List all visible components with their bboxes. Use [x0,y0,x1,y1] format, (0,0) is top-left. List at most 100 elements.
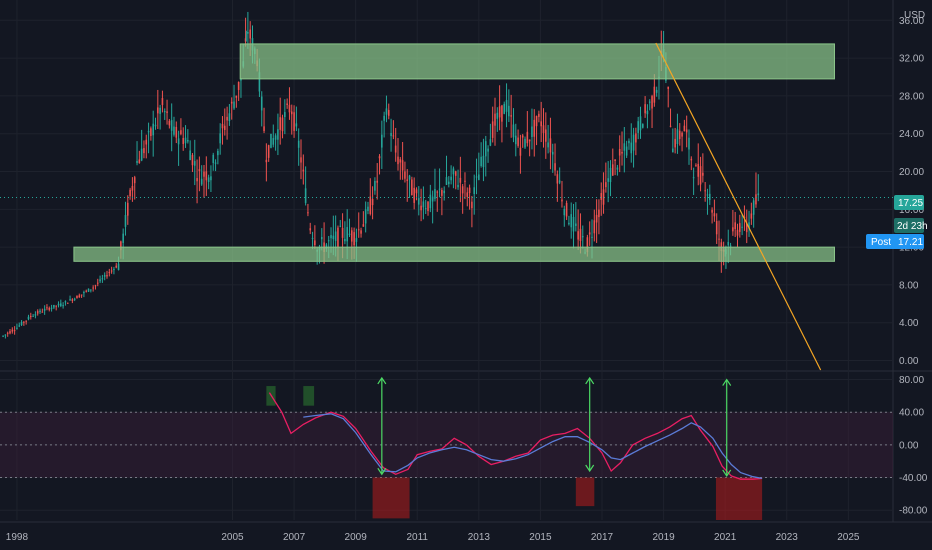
candle-body [166,111,168,113]
osc-arrow-head-up [585,376,595,385]
candle-body [413,187,415,203]
candle-body [60,303,62,306]
candle-body [371,199,374,206]
candle-body [614,159,616,161]
osc-tick-label: -40.00 [899,473,928,484]
candle-body [106,275,108,277]
price-overlays [0,42,893,371]
candle-body [43,308,46,311]
candle-body [482,155,485,168]
candle-body [695,165,697,167]
candle-body [223,125,226,130]
countdown-tag [894,218,924,233]
candle-body [108,272,111,274]
candle-body [330,235,332,239]
last-price-tag [894,195,924,210]
candle-body [676,129,679,144]
time-tick-label: 2015 [529,532,552,543]
candle-body [452,168,455,175]
candle-body [115,265,118,268]
candle-body [69,299,71,301]
candle-body [320,237,323,240]
candle-body [196,178,198,182]
candle-body [170,120,173,131]
candle-body [503,103,506,114]
candle-body [505,100,508,112]
candle-body [512,124,515,138]
candle-body [533,119,536,137]
candle-body [558,180,561,183]
candle-body [311,237,314,239]
candle-body [314,240,316,246]
candle-body [683,125,686,132]
candle-body [207,177,210,182]
osc-tick-label: 40.00 [899,408,924,419]
candle-body [623,143,626,151]
candle-body [80,294,83,296]
candle-body [526,131,529,144]
candle-body [600,193,603,200]
candle-body [501,105,503,122]
candle-body [378,156,381,159]
candle-body [713,213,716,217]
candle-body [598,209,600,218]
countdown-value: 2d 23h [897,221,928,232]
candle-body [489,139,492,146]
candle-body [129,189,131,197]
candle-body [487,148,489,152]
candle-body [367,206,369,211]
candle-body [581,236,584,238]
candle-body [133,177,136,184]
candle-body [678,130,681,139]
candle-body [729,245,732,247]
candle-body [609,167,612,183]
candle-body [605,182,607,188]
candle-body [540,121,542,127]
candle-body [87,288,90,292]
candle-body [434,188,436,199]
price-tick-label: 32.00 [899,54,924,65]
candle-body [351,230,353,242]
candle-body [103,275,106,277]
candle-body [247,31,249,34]
candle-body [27,316,30,320]
time-tick-label: 2023 [776,532,799,543]
candle-body [265,159,268,163]
candle-body [184,137,187,144]
osc-tick-label: 0.00 [899,440,919,451]
candle-body [431,196,434,202]
candle-body [644,104,646,114]
candle-body [57,303,60,306]
candle-body [212,154,215,163]
candle-body [438,188,441,190]
candle-body [588,232,591,235]
candle-body [484,141,487,157]
candle-body [591,236,593,238]
candle-body [429,194,432,209]
candle-body [390,132,392,137]
candle-body [406,179,409,181]
candle-body [258,72,261,92]
candle-body [466,192,469,197]
candle-body [478,174,480,180]
price-tick-label: 20.00 [899,167,924,178]
candle-body [514,135,517,145]
candle-body [200,178,203,185]
candle-body [83,292,85,294]
candle-body [648,101,651,103]
candle-body [732,227,734,232]
candle-body [743,216,746,218]
candle-body [734,222,736,229]
candle-body [570,214,573,228]
candle-body [284,112,286,118]
candle-body [339,225,342,227]
candle-body [96,282,99,284]
candle-body [471,201,473,209]
candle-body [547,142,549,148]
time-tick-label: 2009 [345,532,368,543]
candle-body [237,82,240,90]
candle-body [424,208,427,210]
candle-body [272,138,275,145]
candle-body [362,224,365,227]
